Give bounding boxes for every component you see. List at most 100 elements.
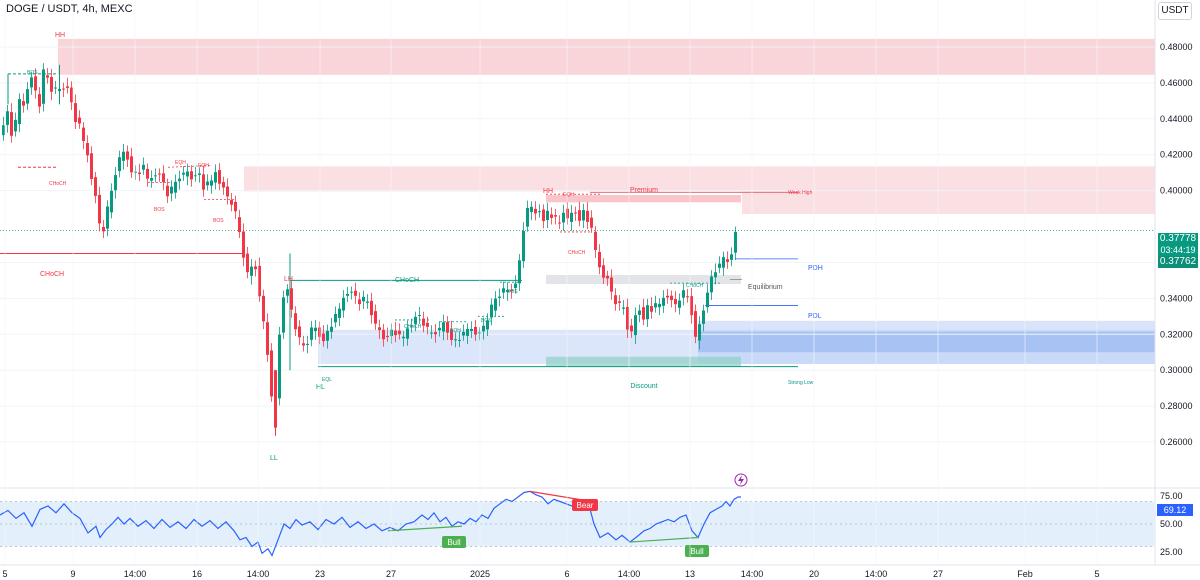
candle-body [174,181,177,193]
candle-body [358,299,361,305]
candle-body [574,212,577,214]
candle-body [386,335,389,337]
candle-body [710,276,713,293]
time-tick-label: 14:00 [247,569,270,579]
demand-inner [698,331,1155,353]
label-eqh-1: EQH [175,160,186,166]
candle-body [538,211,541,213]
candle-body [418,314,421,316]
bid-price-flag: 0.37762 [1158,256,1198,268]
candle-body [558,222,561,224]
candle-body [94,177,97,196]
price-tick-label: 0.48000 [1160,42,1193,52]
candle-body [670,295,673,301]
candle-body [366,301,369,303]
candle-body [650,306,653,312]
time-tick-label: 14:00 [865,569,888,579]
price-tick-label: 0.46000 [1160,78,1193,88]
candle-body [534,208,537,214]
candle-body [158,173,161,175]
discount-box [546,356,741,367]
candle-body [498,296,501,298]
candle-body [394,330,397,336]
rsi-value-flag-bg [1157,504,1193,516]
candle-body [722,257,725,268]
candle-body [2,125,5,136]
last-price-flag: 0.37778 [1158,233,1198,245]
candle-body [550,214,553,218]
rsi-tick-label: 75.00 [1160,491,1183,501]
time-tick-label: 9 [70,569,75,579]
candle-body [238,217,241,233]
candle-body [694,311,697,337]
candle-body [334,313,337,323]
candle-body [74,103,77,122]
candle-body [718,263,721,268]
candle-body [134,171,137,173]
label-choch-red: CHoCH [568,250,586,256]
candle-body [430,332,433,334]
price-tick-label: 0.28000 [1160,401,1193,411]
candle-body [590,217,593,228]
lightning-icon-glyph [738,475,744,485]
countdown-flag: 03:44:19 [1158,245,1198,256]
candle-body [622,307,625,309]
candle-body [610,277,613,292]
candle-body [438,327,441,331]
label-hl: HL [316,384,325,391]
rsi-line [0,490,741,557]
candle-body [426,322,429,327]
rsi-bull-div-2 [629,536,699,543]
candle-body [698,324,701,341]
candle-body [214,172,217,183]
candle-body [586,210,589,222]
candle-body [182,172,185,175]
currency-selector[interactable]: USDT [1158,2,1192,20]
candle-body [66,86,69,88]
rsi-tick-label: 50.00 [1160,519,1183,529]
candle-body [726,259,729,262]
time-tick-label: 6 [564,569,569,579]
candle-body [734,231,737,253]
candle-body [414,316,417,324]
candle-body [6,111,9,125]
time-tick-label: Feb [1017,569,1033,579]
candle-body [562,212,565,223]
candle-body [646,305,649,320]
label-eqh-3: EQH [450,328,461,334]
rsi-bull-div-1 [387,525,463,532]
candle-body [602,265,605,278]
candle-body [462,331,465,336]
candle-body [658,303,661,308]
candle-body [570,212,573,222]
candle-body [506,290,509,292]
candle-body [638,310,641,315]
candle-body [594,231,597,250]
candle-body [102,226,105,232]
candle-body [98,194,101,224]
time-tick-label: 20 [809,569,819,579]
candle-body [54,87,57,89]
candle-body [474,326,477,335]
symbol-title[interactable]: DOGE / USDT, 4h, MEXC [6,3,133,15]
rsi-value-flag: 69.12 [1164,505,1187,515]
candle-body [606,275,609,279]
rsi-bull-label-1-bg [442,536,466,548]
candle-body [230,200,233,205]
price-tick-label: 0.32000 [1160,329,1193,339]
candle-body [706,292,709,308]
candle-body [198,173,201,175]
candle-body [434,332,437,335]
candle-body [194,175,197,177]
time-tick-label: 27 [386,569,396,579]
candle-body [22,101,25,106]
candle-body [410,325,413,327]
premium-box [546,195,741,203]
candle-body [206,181,209,186]
candle-body [254,266,257,270]
label-eqh-2: EQH [198,163,209,169]
label-ll: LL [270,455,278,462]
candle-body [166,185,169,197]
candle-body [326,330,329,341]
